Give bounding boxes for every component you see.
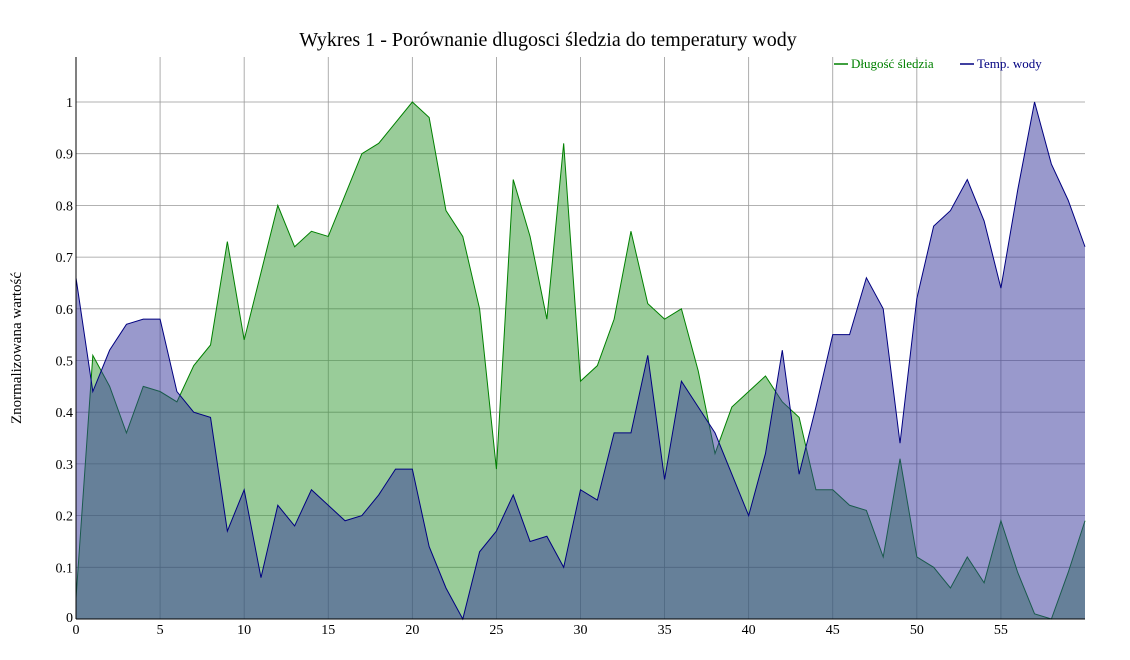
x-tick-label: 20 (405, 623, 419, 638)
y-tick-label: 0.4 (56, 406, 74, 421)
y-tick-label: 0.3 (56, 458, 74, 473)
x-tick-label: 35 (658, 623, 672, 638)
x-tick-label: 5 (157, 623, 164, 638)
x-tick-label: 30 (574, 623, 588, 638)
tick-labels: 0 5 10 15 20 25 30 35 40 45 50 55 0 0.1 0.2 0.3 0.4 0.5 0.… (56, 96, 1008, 638)
y-tick-label: 0.8 (56, 199, 74, 214)
legend: Długość śledzia Temp. wody (834, 56, 1042, 71)
y-tick-label: 0.9 (56, 148, 74, 163)
series-area-2 (76, 102, 1085, 619)
chart-title: Wykres 1 - Porównanie dlugosci śledzia d… (299, 29, 797, 51)
y-tick-label: 0 (66, 611, 73, 626)
x-tick-label: 50 (910, 623, 924, 638)
x-tick-label: 0 (73, 623, 80, 638)
x-tick-label: 10 (237, 623, 251, 638)
legend-label-2: Temp. wody (977, 56, 1042, 71)
y-axis-label: Znormalizowana wartość (9, 272, 25, 424)
legend-label-1: Długość śledzia (851, 56, 934, 71)
y-tick-label: 0.5 (56, 355, 74, 370)
y-tick-label: 0.2 (56, 510, 74, 525)
x-tick-label: 15 (321, 623, 335, 638)
axes (75, 57, 1085, 620)
y-tick-label: 0.6 (56, 303, 74, 318)
y-tick-label: 0.1 (56, 561, 74, 576)
x-tick-label: 40 (742, 623, 756, 638)
x-tick-label: 45 (826, 623, 840, 638)
x-tick-label: 55 (994, 623, 1008, 638)
x-tick-label: 25 (489, 623, 503, 638)
y-tick-label: 0.7 (56, 251, 74, 266)
y-tick-label: 1 (66, 96, 73, 111)
plot-areas (75, 101, 1086, 621)
series-line-2 (75, 101, 1086, 621)
